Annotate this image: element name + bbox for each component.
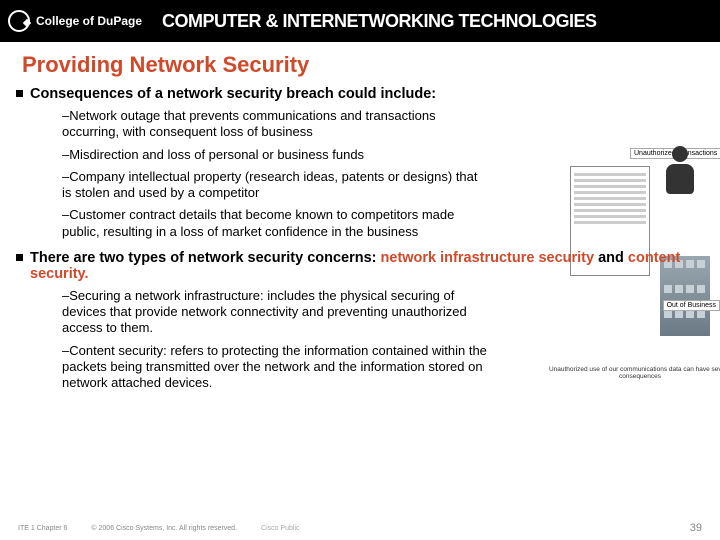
slide-title: Providing Network Security bbox=[0, 42, 720, 86]
section2-heading-mid: and bbox=[594, 250, 628, 266]
section2-red1: network infrastructure security bbox=[381, 250, 595, 266]
section2-heading: There are two types of network security … bbox=[22, 250, 698, 282]
content-area: Unauthorized Transactions Out of Busines… bbox=[0, 86, 720, 391]
list-item: –Misdirection and loss of personal or bu… bbox=[62, 147, 487, 163]
list-item: –Company intellectual property (research… bbox=[62, 169, 487, 202]
department-title: COMPUTER & INTERNETWORKING TECHNOLOGIES bbox=[162, 11, 597, 32]
header-bar: College of DuPage COMPUTER & INTERNETWOR… bbox=[0, 0, 720, 42]
section2-heading-pre: There are two types of network security … bbox=[30, 250, 381, 266]
figure-label-mid: Out of Business bbox=[663, 300, 720, 311]
list-item: –Securing a network infrastructure: incl… bbox=[62, 288, 502, 337]
list-item: –Content security: refers to protecting … bbox=[62, 343, 502, 392]
footer: ITE 1 Chapter 6 © 2006 Cisco Systems, In… bbox=[0, 522, 720, 534]
footer-public: Cisco Public bbox=[261, 525, 300, 532]
section1-list: –Network outage that prevents communicat… bbox=[22, 108, 487, 240]
college-name: College of DuPage bbox=[36, 14, 142, 28]
footer-copyright: © 2006 Cisco Systems, Inc. All rights re… bbox=[91, 525, 237, 532]
section2-list: –Securing a network infrastructure: incl… bbox=[22, 288, 502, 392]
figure-caption: Unauthorized use of our communications d… bbox=[540, 366, 720, 380]
list-item: –Customer contract details that become k… bbox=[62, 207, 487, 240]
page-number: 39 bbox=[690, 522, 702, 534]
thief-icon bbox=[660, 146, 700, 206]
college-logo-icon bbox=[8, 10, 30, 32]
footer-chapter: ITE 1 Chapter 6 bbox=[18, 525, 67, 532]
section1-heading: Consequences of a network security breac… bbox=[22, 86, 698, 102]
list-item: –Network outage that prevents communicat… bbox=[62, 108, 487, 141]
